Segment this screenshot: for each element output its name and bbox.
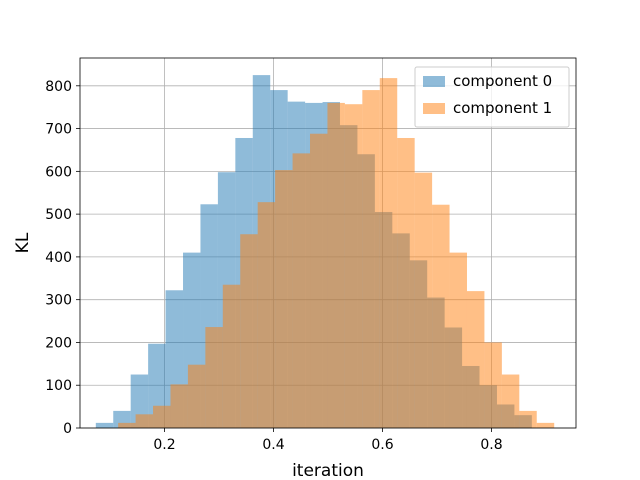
series-1-bar bbox=[432, 204, 450, 428]
series-1-bar bbox=[205, 327, 223, 428]
y-tick-label: 200 bbox=[45, 335, 72, 351]
series-1-bar bbox=[240, 234, 258, 428]
y-tick-label: 300 bbox=[45, 293, 72, 309]
legend-swatch-1 bbox=[423, 103, 445, 114]
y-tick-label: 500 bbox=[45, 207, 72, 223]
x-tick-label: 0.4 bbox=[262, 437, 284, 453]
series-1-bar bbox=[222, 284, 241, 428]
axis-ticks: 0.2 0.4 0.6 0.8 0 100 200 300 400 500 600 700 800 bbox=[45, 79, 502, 453]
series-1-bar bbox=[362, 90, 380, 428]
series-1-bar bbox=[519, 410, 537, 428]
y-tick-label: 0 bbox=[63, 421, 72, 437]
y-tick-label: 800 bbox=[45, 79, 72, 95]
series-1-bar bbox=[153, 405, 171, 428]
series-1-bar bbox=[484, 342, 502, 428]
series-1-bar bbox=[170, 384, 188, 428]
y-tick-label: 400 bbox=[45, 250, 72, 266]
series-1-bars bbox=[118, 78, 555, 429]
plot-frame bbox=[79, 57, 577, 429]
x-axis-label: iteration bbox=[292, 461, 364, 480]
x-tick-label: 0.8 bbox=[480, 437, 502, 453]
legend-swatch-0 bbox=[423, 76, 445, 87]
legend-label-1: component 1 bbox=[453, 99, 552, 117]
series-1-bar bbox=[135, 414, 154, 428]
series-1-bar bbox=[310, 133, 328, 428]
legend-box bbox=[414, 66, 570, 128]
series-1-bar bbox=[257, 202, 276, 428]
series-1-bar bbox=[327, 102, 345, 428]
x-tick-label: 0.6 bbox=[371, 437, 393, 453]
series-1-bar bbox=[536, 422, 555, 428]
series-1-bar bbox=[449, 252, 467, 428]
series-1-bar bbox=[344, 104, 363, 428]
series-1-bar bbox=[275, 170, 293, 428]
legend: component 0 component 1 bbox=[414, 66, 570, 128]
series-1-bar bbox=[118, 422, 136, 428]
series-1-bar bbox=[414, 172, 433, 428]
x-tick-label: 0.2 bbox=[153, 437, 175, 453]
y-tick-label: 600 bbox=[45, 164, 72, 180]
series-1-bar bbox=[501, 374, 520, 428]
series-1-bar bbox=[292, 153, 311, 428]
series-1-bar bbox=[466, 291, 485, 428]
histogram-bars bbox=[95, 75, 555, 429]
series-0-bar bbox=[95, 422, 114, 428]
series-1-bar bbox=[397, 137, 415, 429]
y-axis-label: KL bbox=[13, 232, 33, 253]
y-tick-label: 100 bbox=[45, 378, 72, 394]
series-1-bar bbox=[187, 364, 206, 428]
legend-label-0: component 0 bbox=[453, 72, 552, 90]
y-tick-label: 700 bbox=[45, 122, 72, 138]
series-1-bar bbox=[379, 78, 398, 428]
